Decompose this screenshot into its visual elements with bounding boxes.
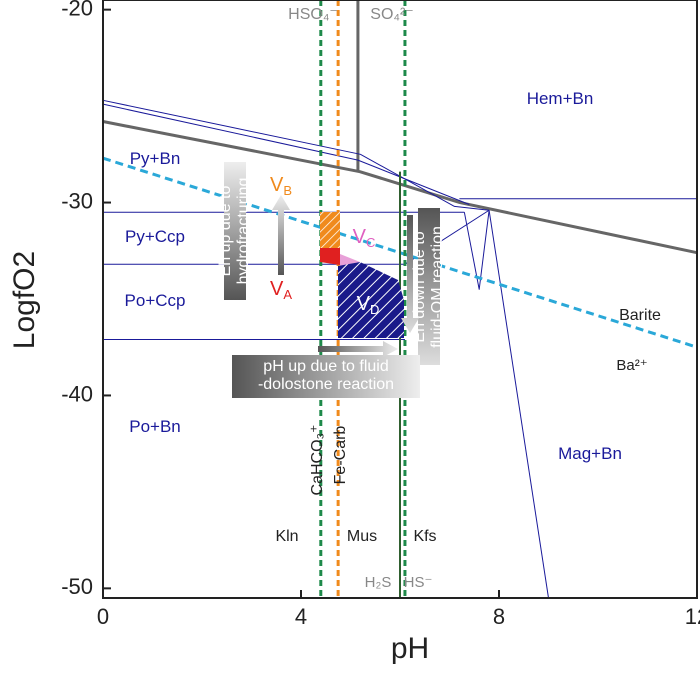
annotation-text: Py+Ccp [125,227,185,246]
annotation-text: Fe-Carb [332,426,349,485]
annotation: Mag+Bn [558,444,622,463]
x-tick-label: 0 [97,604,109,629]
annotation: Py+Ccp [125,227,185,246]
annotation-text: H₂S [365,574,392,591]
boundary-line [488,210,549,599]
annotation-text: V [357,293,371,315]
annotations: Hem+Bn Py+Bn Py+Ccp Po+Ccp Po+Bn Mag+Bn Barite… [125,6,661,591]
arrows [224,162,440,398]
annotation-text: SO₄²⁻ [370,6,413,23]
annotation: CaHCO₃⁺ [309,425,326,496]
annotation: VB [270,174,292,198]
y-axis-label: LogfO2 [8,251,41,349]
annotation: Kln [275,528,298,545]
annotation-text: Po+Bn [129,417,181,436]
annotation-text: V [353,226,367,248]
region-va [320,248,340,265]
annotation-line: -dolostone reaction [258,376,394,393]
plot-frame [102,0,698,599]
annotation-line: Eh down due to [411,231,428,342]
ph-up-box [232,355,420,398]
annotation-text: Mag+Bn [558,444,622,463]
eh-down-arrow [401,215,419,333]
annotation: Po+Bn [129,417,181,436]
x-tick-label: 12 [685,604,700,629]
annotation-text: V [270,278,284,300]
annotation-text: Kln [275,528,298,545]
annotation-line: pH up due to fluid [263,358,388,375]
annotation-text: Kfs [413,528,436,545]
annotation-line: hydrofracturing [235,178,252,285]
y-tick-label: -40 [61,381,93,406]
x-tick-label: 4 [295,604,307,629]
eh-up-arrow [272,195,290,275]
region-vb [320,212,340,248]
annotation: Po+Ccp [125,291,186,310]
annotation-text: Py+Bn [130,149,181,168]
region-vd [338,262,404,338]
annotation: Py+Bn [130,149,181,168]
y-tick-label: -20 [61,0,93,20]
y-tick-label: -50 [61,574,93,599]
annotation: VC [353,226,376,250]
annotation: Barite [619,307,661,324]
annotation-text: HS⁻ [404,574,433,591]
annotation-text: Po+Ccp [125,291,186,310]
annotation-sub: C [366,235,375,250]
boundary-line [102,120,698,255]
annotation-text: Barite [619,307,661,324]
annotation: HS⁻ [404,574,433,591]
annotation-text: Mus [347,528,377,545]
annotation-text: CaHCO₃⁺ [309,425,326,496]
annotation: Eh up due tohydrofracturing [217,178,252,285]
annotation: Eh down due tofluid-OM reaction [411,226,446,348]
annotation: pH up due to fluid -dolostone reaction [258,358,394,393]
x-tick-label: 8 [493,604,505,629]
annotation: SO₄²⁻ [370,6,413,23]
x-axis-label: pH [391,632,429,665]
annotation: Kfs [413,528,436,545]
ph-up-arrow [318,341,398,357]
regions [320,212,404,338]
annotation-text: Hem+Bn [527,89,594,108]
y-tick-label: -30 [61,188,93,213]
annotation-sub: B [283,183,292,198]
boundary-line [463,210,490,290]
eh-down-box [418,208,440,365]
annotation: Mus [347,528,377,545]
annotation: VA [270,278,292,302]
annotation: H₂S [365,574,392,591]
annotation: Fe-Carb [332,426,349,485]
annotation: Hem+Bn [527,89,594,108]
annotation: Ba²⁺ [616,357,647,374]
annotation-text: HSO₄⁻ [288,6,338,23]
annotation-line: fluid-OM reaction [429,226,446,348]
eh-up-box [224,162,246,300]
annotation: VD [357,293,380,317]
annotation-text: V [270,174,284,196]
annotation-text: Ba²⁺ [616,357,647,374]
boundary-line [102,103,470,205]
annotation-sub: A [283,287,292,302]
annotation-sub: D [370,302,379,317]
annotation: HSO₄⁻ [288,6,338,23]
annotation-line: Eh up due to [217,186,234,277]
